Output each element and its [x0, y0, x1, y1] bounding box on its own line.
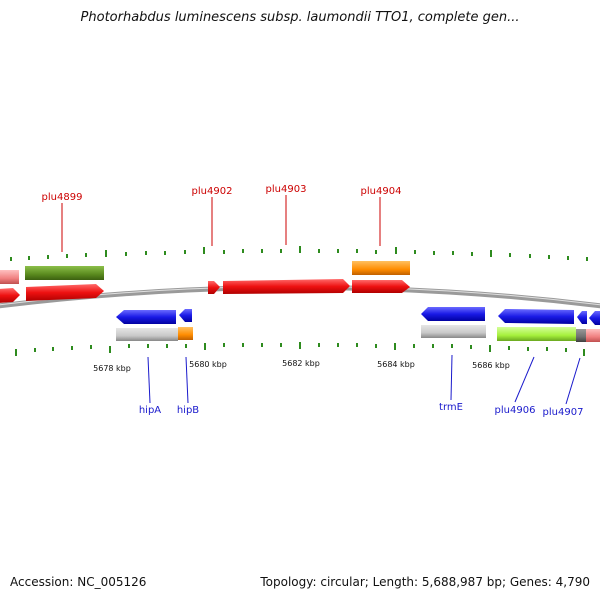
gene-label-plu4907: plu4907: [543, 407, 584, 418]
gene-label-plu4902: plu4902: [192, 186, 233, 197]
gene-label-trmE: trmE: [439, 402, 463, 413]
feature-plu4907-category-pink: [586, 329, 600, 342]
forward-label-leaders: [61, 195, 381, 252]
gene-arrow-left-edge: [0, 288, 20, 303]
feature-plu4907-category-dark: [576, 329, 586, 342]
genome-summary-text: Topology: circular; Length: 5,688,987 bp…: [260, 575, 590, 589]
inner-ticks: [15, 342, 585, 356]
reverse-label-leaders: [147, 354, 581, 405]
feature-pink-left-outer: [0, 270, 19, 284]
feature-plu4899-category: [25, 266, 104, 280]
gene-label-plu4899: plu4899: [42, 192, 83, 203]
genome-title: Photorhabdus luminescens subsp. laumondi…: [80, 10, 520, 25]
gene-arrow-plu4906: [498, 309, 574, 324]
reverse-features: [116, 307, 600, 342]
gene-label-hipB: hipB: [177, 405, 199, 416]
gene-arrow-hipB: [179, 309, 192, 322]
reverse-gene-labels: hipA hipB trmE plu4906 plu4907: [139, 402, 584, 418]
forward-gene-labels: plu4899 plu4902 plu4903 plu4904: [42, 184, 402, 203]
gene-arrow-plu4907b: [589, 311, 600, 325]
gene-arrow-plu4899: [26, 284, 104, 301]
gene-arrow-plu4904: [352, 280, 410, 293]
gene-label-hipA: hipA: [139, 405, 161, 416]
gene-arrow-plu4903: [223, 279, 350, 294]
gene-arrow-trmE: [421, 307, 485, 321]
scale-label-5684: 5684 kbp: [377, 360, 415, 369]
feature-plu4904-category: [352, 261, 410, 275]
scale-label-5686: 5686 kbp: [472, 361, 510, 370]
feature-hipB-category: [178, 327, 193, 340]
gene-label-plu4903: plu4903: [266, 184, 307, 195]
outer-ticks: [10, 246, 588, 261]
scale-labels: 5678 kbp 5680 kbp 5682 kbp 5684 kbp 5686…: [93, 359, 510, 373]
feature-trmE-category: [421, 325, 486, 338]
feature-plu4906-category: [497, 327, 576, 341]
gene-label-plu4904: plu4904: [361, 186, 402, 197]
feature-hipA-category: [116, 328, 178, 341]
gene-arrow-plu4902: [208, 281, 220, 294]
scale-label-5682: 5682 kbp: [282, 359, 320, 368]
gene-label-plu4906: plu4906: [495, 405, 536, 416]
scale-label-5678: 5678 kbp: [93, 364, 131, 373]
forward-features: [0, 261, 410, 303]
accession-text: Accession: NC_005126: [10, 575, 147, 589]
gene-arrow-hipA: [116, 310, 176, 324]
scale-label-5680: 5680 kbp: [189, 360, 227, 369]
gene-arrow-plu4907a: [577, 311, 587, 324]
